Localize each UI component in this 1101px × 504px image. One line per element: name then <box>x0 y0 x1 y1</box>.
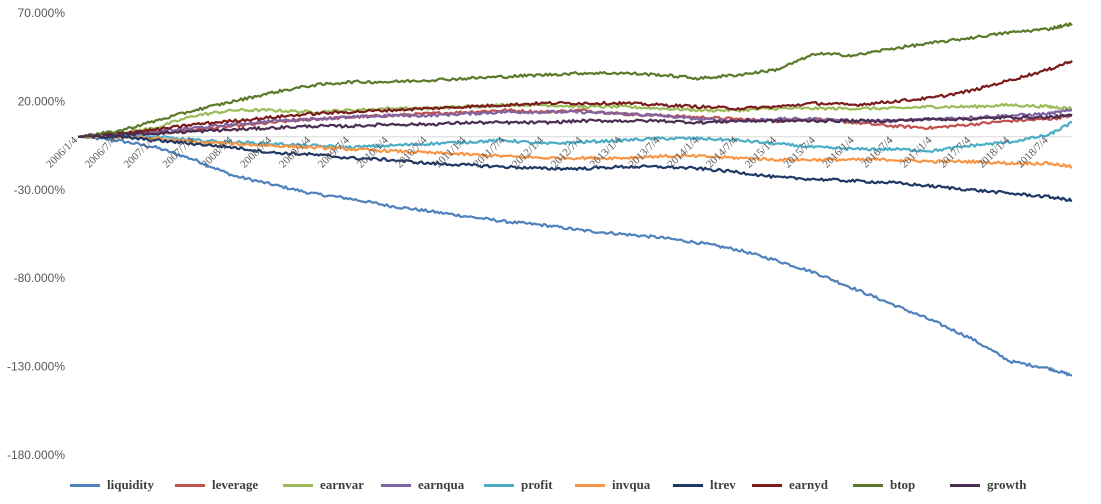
series-line-earnqua <box>77 108 1072 139</box>
legend-label: btop <box>890 477 916 492</box>
x-tick-label: 2008/1/4 <box>199 134 235 170</box>
legend-label: liquidity <box>107 477 154 492</box>
legend-item-invqua: invqua <box>575 474 650 496</box>
series-line-btop <box>77 22 1073 138</box>
x-tick-label: 2016/1/4 <box>821 134 857 170</box>
y-tick-label: 70.000% <box>18 6 66 20</box>
legend-swatch <box>484 483 514 487</box>
series-line-earnvar <box>77 102 1073 138</box>
x-tick-label: 2006/1/4 <box>44 134 80 170</box>
x-tick-label: 2009/1/4 <box>277 134 313 170</box>
legend-label: earnyd <box>789 477 828 492</box>
x-tick-label: 2009/7/4 <box>316 134 352 170</box>
legend-item-earnqua: earnqua <box>381 474 464 496</box>
series-line-earnyd <box>77 60 1073 138</box>
x-tick-label: 2006/7/4 <box>83 134 119 170</box>
y-axis-ticks: 70.000% 20.000% -30.000% -80.000% -130.000% -… <box>7 6 65 462</box>
legend-swatch <box>381 483 411 487</box>
legend-swatch <box>283 483 313 487</box>
y-tick-label: -130.000% <box>7 360 65 374</box>
legend-swatch <box>175 483 205 487</box>
y-tick-label: -80.000% <box>14 271 66 285</box>
y-tick-label: -180.000% <box>7 448 65 462</box>
legend-item-growth: growth <box>950 474 1026 496</box>
series-line-liquidity <box>77 135 1073 377</box>
legend-label: invqua <box>612 477 651 492</box>
series-line-growth <box>77 113 1073 139</box>
legend-label: earnvar <box>320 477 365 492</box>
legend-item-leverage: leverage <box>175 474 258 496</box>
series-line-invqua <box>78 134 1073 169</box>
legend-swatch <box>752 483 782 487</box>
legend-item-earnvar: earnvar <box>283 474 364 496</box>
legend-item-earnyd: earnyd <box>752 474 828 496</box>
legend-item-profit: profit <box>484 474 553 496</box>
legend-label: growth <box>987 477 1027 492</box>
y-tick-label: -30.000% <box>14 183 66 197</box>
legend-item-liquidity: liquidity <box>70 474 154 496</box>
series-line-profit <box>77 120 1073 154</box>
legend-swatch <box>575 483 605 487</box>
series-lines <box>77 22 1073 377</box>
x-tick-label: 2012/7/4 <box>549 134 585 170</box>
legend-swatch <box>673 483 703 487</box>
legend-swatch <box>950 483 980 487</box>
x-tick-label: 2017/7/4 <box>937 134 973 170</box>
legend-item-ltrev: ltrev <box>673 474 736 496</box>
legend-label: profit <box>521 477 553 492</box>
legend-swatch <box>853 483 883 487</box>
legend-label: leverage <box>212 477 259 492</box>
legend: liquidity leverage earnvar earnqua profit inv… <box>0 474 1101 496</box>
y-tick-label: 20.000% <box>18 94 66 108</box>
x-tick-label: 2016/7/4 <box>859 134 895 170</box>
x-tick-label: 2015/7/4 <box>782 134 818 170</box>
legend-item-btop: btop <box>853 474 915 496</box>
legend-label: ltrev <box>710 477 736 492</box>
legend-swatch <box>70 483 100 487</box>
legend-label: earnqua <box>418 477 465 492</box>
series-line-ltrev <box>78 134 1073 202</box>
